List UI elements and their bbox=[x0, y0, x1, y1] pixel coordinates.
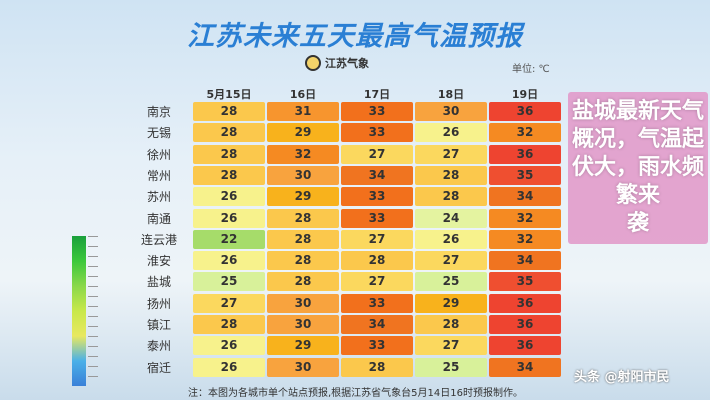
temperature-cell: 28 bbox=[341, 357, 413, 377]
city-label: 南通 bbox=[146, 211, 171, 226]
temperature-cell: 28 bbox=[193, 315, 265, 334]
temperature-cell: 26 bbox=[193, 208, 265, 228]
temperature-cell: 35 bbox=[489, 272, 561, 292]
city-label: 扬州 bbox=[146, 296, 171, 311]
legend-ticks bbox=[88, 236, 98, 386]
temperature-cell: 36 bbox=[489, 144, 561, 164]
temperature-cell: 36 bbox=[489, 293, 561, 313]
headline-banner: 盐城最新天气概况，气温起伏大，雨水频繁来 袭 bbox=[568, 92, 708, 244]
temperature-cell: 30 bbox=[267, 357, 339, 377]
headline-line-1: 盐城最新天气概况，气温起伏大，雨水频繁来 bbox=[572, 99, 705, 208]
column-header: 18日 bbox=[437, 88, 465, 101]
temperature-cell: 24 bbox=[415, 208, 487, 228]
page-title: 江苏未来五天最高气温预报 bbox=[187, 21, 523, 52]
city-label: 宿迁 bbox=[146, 360, 171, 375]
city-label: 徐州 bbox=[146, 147, 171, 162]
temperature-cell: 28 bbox=[193, 102, 265, 121]
temperature-cell: 25 bbox=[415, 357, 487, 377]
temperature-cell: 32 bbox=[489, 123, 561, 143]
temperature-cell: 31 bbox=[267, 102, 339, 121]
city-label: 盐城 bbox=[146, 275, 171, 290]
column-header: 16日 bbox=[289, 88, 317, 101]
temperature-cell: 33 bbox=[341, 336, 413, 356]
temperature-cell: 28 bbox=[267, 251, 339, 271]
temperature-cell: 26 bbox=[415, 123, 487, 143]
unit-label: 单位: ℃ bbox=[512, 64, 550, 75]
temperature-cell: 34 bbox=[489, 251, 561, 271]
temperature-cell: 32 bbox=[489, 229, 561, 249]
temperature-cell: 36 bbox=[489, 102, 561, 121]
city-label: 南京 bbox=[146, 105, 171, 119]
color-legend bbox=[72, 236, 86, 386]
temperature-cell: 28 bbox=[267, 272, 339, 292]
temperature-cell: 36 bbox=[489, 315, 561, 334]
temperature-cell: 27 bbox=[415, 251, 487, 271]
temperature-cell: 29 bbox=[415, 293, 487, 313]
city-label: 无锡 bbox=[146, 126, 171, 141]
temperature-cell: 27 bbox=[341, 229, 413, 249]
temperature-cell: 30 bbox=[415, 102, 487, 121]
temperature-cell: 22 bbox=[193, 229, 265, 249]
temperature-cell: 29 bbox=[267, 187, 339, 207]
watermark: 头条 @射阳市民 bbox=[574, 370, 670, 385]
temperature-cell: 33 bbox=[341, 123, 413, 143]
logo-emblem-icon bbox=[305, 55, 321, 71]
column-header: 5月15日 bbox=[206, 88, 252, 101]
temperature-cell: 26 bbox=[193, 336, 265, 356]
temperature-cell: 34 bbox=[341, 165, 413, 185]
temperature-cell: 33 bbox=[341, 187, 413, 207]
city-label: 泰州 bbox=[146, 339, 171, 354]
temperature-cell: 26 bbox=[415, 229, 487, 249]
temperature-cell: 27 bbox=[341, 144, 413, 164]
temperature-cell: 35 bbox=[489, 165, 561, 185]
temperature-cell: 33 bbox=[341, 208, 413, 228]
temperature-cell: 34 bbox=[489, 187, 561, 207]
city-label: 连云港 bbox=[140, 232, 177, 247]
city-label: 镇江 bbox=[146, 318, 171, 332]
column-header: 19日 bbox=[511, 88, 539, 101]
temperature-cell: 26 bbox=[193, 187, 265, 207]
temperature-cell: 28 bbox=[341, 251, 413, 271]
city-label: 常州 bbox=[146, 168, 171, 183]
temperature-cell: 28 bbox=[415, 187, 487, 207]
city-label: 淮安 bbox=[146, 254, 171, 269]
temperature-cell: 32 bbox=[489, 208, 561, 228]
temperature-cell: 30 bbox=[267, 165, 339, 185]
temperature-cell: 26 bbox=[193, 357, 265, 377]
temperature-cell: 27 bbox=[415, 144, 487, 164]
temperature-cell: 28 bbox=[415, 165, 487, 185]
temperature-cell: 29 bbox=[267, 336, 339, 356]
logo: 江苏气象 bbox=[305, 55, 369, 71]
headline-line-2: 袭 bbox=[626, 211, 649, 236]
temperature-cell: 30 bbox=[267, 293, 339, 313]
temperature-cell: 28 bbox=[193, 144, 265, 164]
temperature-cell: 25 bbox=[415, 272, 487, 292]
temperature-cell: 30 bbox=[267, 315, 339, 334]
temperature-cell: 33 bbox=[341, 102, 413, 121]
temperature-cell: 28 bbox=[267, 229, 339, 249]
temperature-cell: 28 bbox=[415, 315, 487, 334]
temperature-cell: 28 bbox=[193, 165, 265, 185]
footnote: 注：本图为各城市单个站点预报,根据江苏省气象台5月14日16时预报制作。 bbox=[188, 388, 523, 399]
temperature-cell: 28 bbox=[193, 123, 265, 143]
temperature-cell: 26 bbox=[193, 251, 265, 271]
temperature-cell: 27 bbox=[415, 336, 487, 356]
temperature-cell: 33 bbox=[341, 293, 413, 313]
temperature-cell: 29 bbox=[267, 123, 339, 143]
temperature-cell: 27 bbox=[341, 272, 413, 292]
temperature-cell: 34 bbox=[341, 315, 413, 334]
temperature-cell: 28 bbox=[267, 208, 339, 228]
logo-text: 江苏气象 bbox=[325, 57, 369, 70]
temperature-cell: 36 bbox=[489, 336, 561, 356]
temperature-cell: 32 bbox=[267, 144, 339, 164]
temperature-cell: 27 bbox=[193, 293, 265, 313]
temperature-cell: 25 bbox=[193, 272, 265, 292]
column-header: 17日 bbox=[363, 88, 391, 101]
city-label: 苏州 bbox=[146, 190, 171, 205]
temperature-cell: 34 bbox=[489, 357, 561, 377]
